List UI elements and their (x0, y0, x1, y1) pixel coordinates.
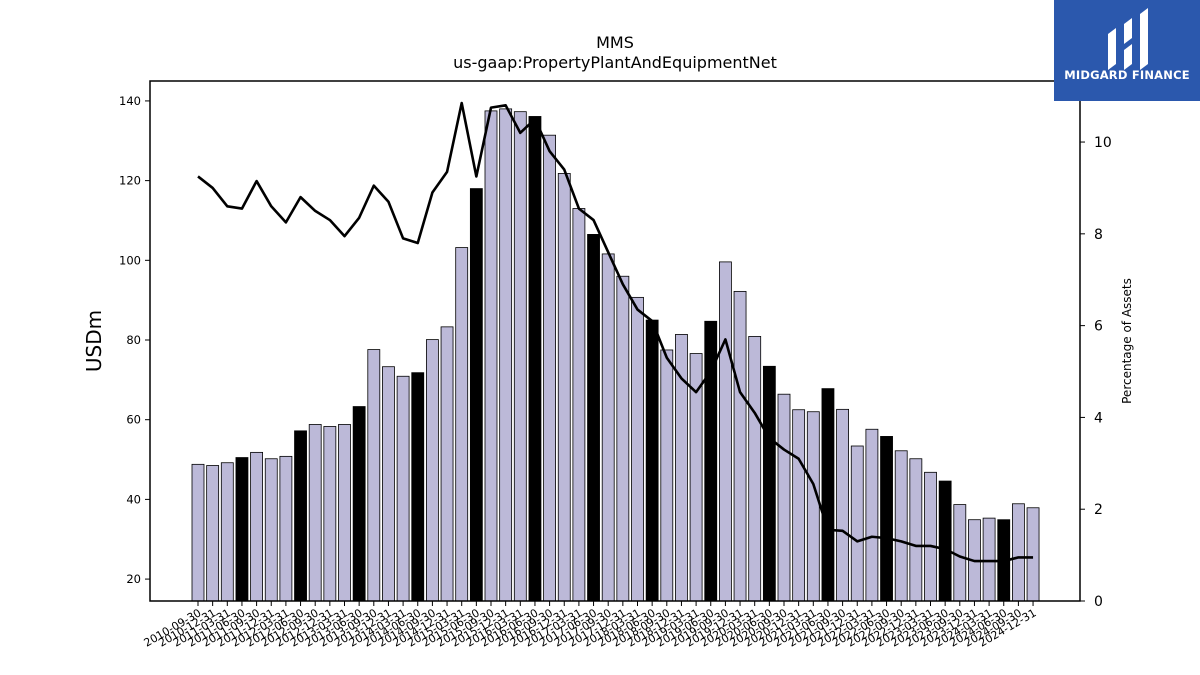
bar-2012-12-31 (323, 426, 337, 602)
bar-2021-09-30 (836, 408, 849, 602)
bar-2023-06-30 (938, 480, 952, 602)
bar-2013-03-31 (338, 424, 351, 602)
bar-2021-03-31 (806, 411, 820, 602)
bar-2021-06-30 (821, 388, 835, 602)
bar-2022-12-31 (909, 458, 923, 602)
bar-2017-06-30 (587, 234, 600, 602)
bar-2019-12-31 (733, 290, 747, 602)
bar-2023-09-30 (953, 504, 967, 602)
y-axis-right: 0 2 4 6 8 10 (1080, 135, 1112, 610)
bar-2011-12-31 (264, 458, 278, 602)
bar-2018-03-31 (631, 296, 644, 602)
bar-2011-03-31 (220, 462, 234, 602)
bar-2016-06-30 (528, 116, 542, 602)
bar-2014-12-31 (440, 326, 454, 602)
bar-2012-03-31 (279, 455, 293, 602)
y2-tick-label-6: 6 (1094, 319, 1103, 335)
bar-2024-09-30 (1012, 503, 1025, 602)
percentage-of-assets-line (197, 101, 1034, 563)
bar-2016-12-31 (557, 173, 571, 602)
bar-2024-12-31 (1026, 507, 1040, 602)
chart-subtitle: us-gaap:PropertyPlantAndEquipmentNet (453, 53, 777, 72)
bar-2022-06-30 (880, 436, 893, 602)
bar-2014-09-30 (425, 339, 439, 602)
bar-2021-12-31 (850, 445, 864, 602)
y-tick-label-120: 120 (119, 174, 141, 188)
bar-2014-03-31 (396, 375, 410, 602)
bar-2020-09-30 (777, 393, 791, 602)
bar-2020-12-31 (792, 409, 806, 602)
bar-2023-03-31 (924, 471, 937, 602)
bar-2020-03-31 (748, 336, 762, 602)
bar-2014-06-30 (411, 372, 425, 602)
logo-text: MIDGARD FINANCE (1064, 68, 1190, 82)
y-tick-label-60: 60 (126, 413, 141, 427)
y2-tick-label-8: 8 (1094, 227, 1103, 243)
chart-title: MMS (596, 33, 634, 52)
bar-2010-09-30 (191, 463, 205, 602)
plot-frame (149, 80, 1081, 602)
bar-2020-06-30 (762, 365, 776, 602)
bar-2011-06-30 (235, 457, 249, 602)
bar-2022-03-31 (865, 428, 879, 602)
bar-2015-06-30 (469, 188, 483, 602)
bar-2018-09-30 (660, 349, 674, 602)
y2-tick-label-2: 2 (1094, 502, 1103, 518)
x-axis: 2010-09-302010-12-312011-03-312011-06-30… (142, 601, 1039, 650)
bar-2010-12-31 (206, 465, 220, 602)
y-tick-label-100: 100 (119, 253, 141, 267)
y2-tick-label-4: 4 (1094, 410, 1103, 426)
bar-2013-06-30 (352, 406, 366, 602)
y-axis-label: USDm (82, 310, 106, 372)
y-tick-label-40: 40 (126, 492, 141, 506)
bar-2024-03-31 (982, 517, 996, 602)
y2-tick-label-10: 10 (1094, 135, 1112, 151)
bar-2017-12-31 (616, 275, 630, 602)
y-tick-label-20: 20 (126, 572, 141, 586)
bar-2012-09-30 (308, 424, 322, 602)
y2-axis-label: Percentage of Assets (1120, 278, 1134, 404)
bar-2017-03-31 (572, 208, 586, 602)
bar-2019-09-30 (719, 261, 732, 602)
bar-2016-03-31 (513, 111, 527, 602)
logo-mark-icon (1108, 8, 1148, 70)
y-axis-left: 20 40 60 80 100 120 140 (119, 94, 150, 586)
bar-2017-09-30 (601, 253, 615, 602)
bar-2015-09-30 (484, 110, 498, 602)
bar-2015-03-31 (455, 247, 469, 602)
y-tick-label-80: 80 (126, 333, 141, 347)
bar-2013-09-30 (367, 349, 381, 602)
bars-layer (191, 108, 1040, 602)
bar-2016-09-30 (543, 134, 556, 602)
y-tick-label-140: 140 (119, 94, 141, 108)
y2-tick-label-0: 0 (1094, 594, 1103, 610)
bar-2018-06-30 (645, 319, 659, 602)
bar-2011-09-30 (250, 451, 264, 602)
bar-2012-06-30 (294, 430, 307, 602)
bar-2022-09-30 (894, 450, 908, 602)
bar-2013-12-31 (382, 366, 395, 602)
bar-2015-12-31 (499, 108, 513, 602)
logo: MIDGARD FINANCE (1054, 0, 1200, 101)
line-layer (197, 101, 1034, 563)
